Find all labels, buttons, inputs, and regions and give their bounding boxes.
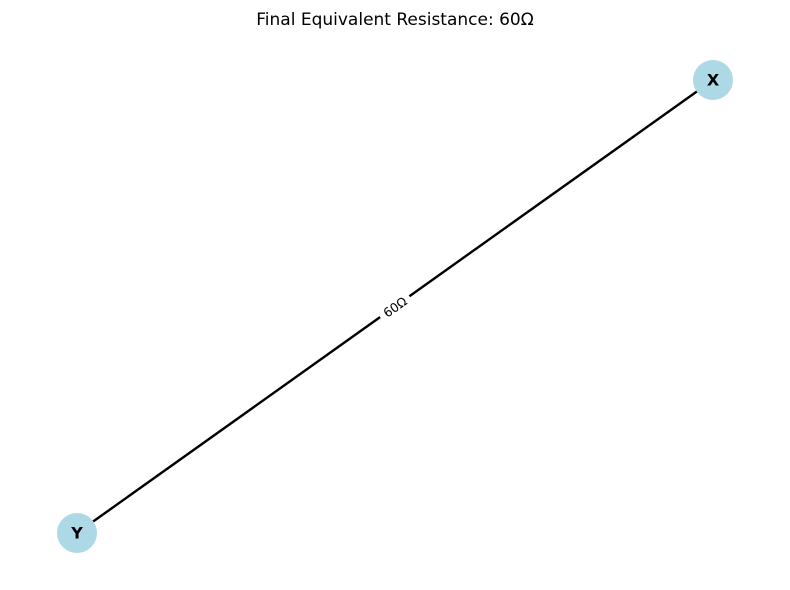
- node-x-circle: [693, 60, 733, 100]
- edge-label-background: [375, 289, 415, 325]
- node-x: X: [693, 60, 733, 100]
- diagram-title: Final Equivalent Resistance: 60Ω: [256, 10, 533, 30]
- node-x-label: X: [707, 71, 720, 90]
- node-y-circle: [57, 513, 97, 553]
- node-y: Y: [57, 513, 97, 553]
- node-y-label: Y: [70, 524, 83, 543]
